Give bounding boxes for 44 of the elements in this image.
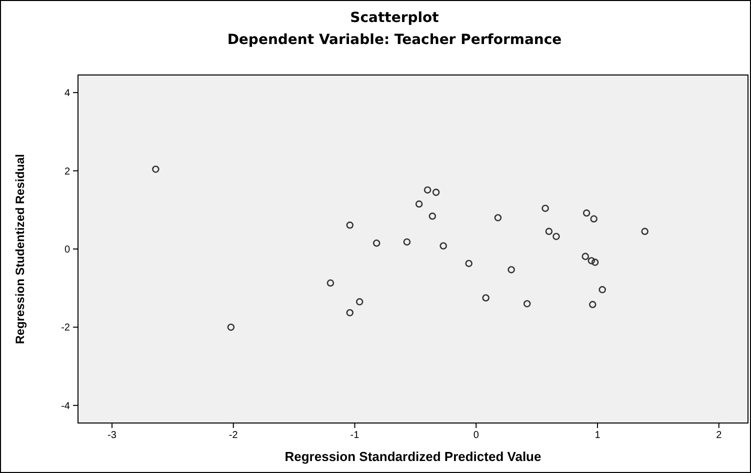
point — [582, 209, 590, 217]
point — [356, 298, 364, 306]
point — [465, 260, 472, 268]
point — [591, 258, 599, 266]
point — [415, 200, 423, 208]
point — [589, 300, 596, 308]
point — [424, 186, 432, 194]
point — [545, 228, 553, 236]
point — [482, 294, 490, 302]
y-tick-label: 0 — [64, 244, 70, 256]
x-tick-label: -2 — [228, 430, 238, 441]
point — [552, 232, 560, 240]
point — [372, 240, 380, 247]
point — [542, 204, 549, 212]
x-tick-label: 1 — [594, 430, 601, 441]
x-tick-label: 0 — [473, 430, 480, 441]
chart-subtitle: Dependent Variable: Teacher Performance — [227, 32, 562, 48]
point — [494, 214, 502, 222]
point — [523, 300, 531, 308]
point — [588, 257, 596, 264]
point — [641, 228, 648, 236]
point — [428, 212, 436, 220]
point — [590, 215, 598, 223]
chart-title: Scatterplot — [350, 10, 440, 26]
point — [346, 222, 354, 229]
x-tick-label: -1 — [350, 430, 360, 441]
point — [440, 242, 447, 250]
x-axis-title: Regression Standardized Predicted Value — [284, 449, 542, 464]
point — [346, 309, 354, 316]
y-tick-label: 2 — [64, 166, 70, 178]
y-tick-label: 4 — [64, 88, 70, 100]
point — [432, 188, 440, 196]
point — [582, 252, 589, 260]
y-tick-label: -4 — [61, 400, 70, 412]
point — [508, 266, 515, 274]
point — [326, 279, 334, 287]
point — [227, 324, 235, 331]
point — [152, 166, 160, 173]
point — [598, 286, 606, 294]
y-axis-title: Regression Studentized Residual — [13, 154, 27, 344]
x-tick-label: -3 — [108, 430, 117, 441]
x-tick-label: 2 — [716, 430, 722, 441]
point — [403, 238, 411, 246]
y-tick-label: -2 — [61, 322, 70, 334]
